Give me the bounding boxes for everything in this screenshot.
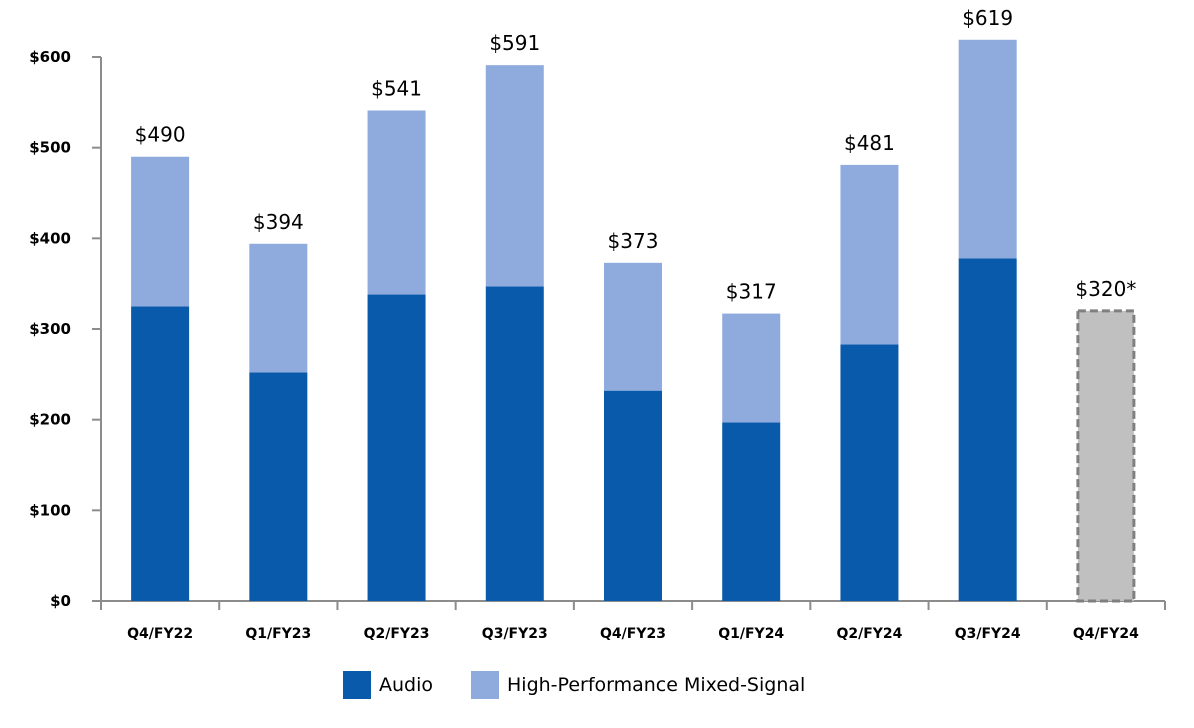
- bar-segment-hpms: [958, 39, 1017, 259]
- data-label: $541: [371, 76, 422, 100]
- x-tick-label: Q3/FY24: [955, 626, 1021, 642]
- bar-segment-hpms: [249, 243, 308, 373]
- data-label: $490: [135, 123, 186, 147]
- x-tick-label: Q2/FY24: [836, 626, 902, 642]
- legend: Audio High-Performance Mixed-Signal: [343, 671, 843, 699]
- data-label: $394: [253, 210, 304, 234]
- x-tick-label: Q4/FY23: [600, 626, 666, 642]
- bar-segment-hpms: [131, 156, 190, 307]
- legend-swatch-audio: [343, 671, 371, 699]
- y-tick-label: $400: [29, 229, 71, 247]
- x-tick-label: Q4/FY24: [1073, 626, 1139, 642]
- bar-segment-audio: [249, 372, 308, 601]
- legend-label-hpms: High-Performance Mixed-Signal: [507, 674, 806, 696]
- data-label: $317: [726, 280, 777, 304]
- x-tick-label: Q1/FY23: [245, 626, 311, 642]
- bar-segment-audio: [604, 390, 662, 601]
- data-label: $481: [844, 131, 895, 155]
- data-label: $373: [608, 229, 659, 253]
- legend-item-audio: Audio: [343, 671, 433, 699]
- bar-segment-hpms: [604, 262, 662, 391]
- bar-segment-hpms: [367, 110, 426, 295]
- y-tick-label: $600: [29, 48, 71, 66]
- bar-segment-audio: [840, 344, 899, 601]
- data-label: $320*: [1075, 277, 1136, 301]
- y-tick-label: $200: [29, 411, 71, 429]
- x-tick-label: Q4/FY22: [127, 626, 193, 642]
- x-tick-label: Q2/FY23: [364, 626, 430, 642]
- bar-segment-hpms: [722, 313, 781, 423]
- bar-segment-hpms: [485, 65, 544, 287]
- bar-segment-audio: [722, 422, 781, 601]
- bar-guidance: [1076, 309, 1136, 603]
- bar-segment-audio: [485, 286, 544, 601]
- y-tick-label: $500: [29, 139, 71, 157]
- bar-segment-audio: [131, 306, 190, 601]
- y-tick-label: $300: [29, 320, 71, 338]
- y-tick-label: $0: [50, 592, 71, 610]
- legend-swatch-hpms: [471, 671, 500, 699]
- x-tick-label: Q3/FY23: [482, 626, 548, 642]
- legend-label-audio: Audio: [379, 674, 434, 696]
- data-label: $591: [489, 31, 540, 55]
- bar-segment-hpms: [840, 164, 899, 345]
- bar-segment-audio: [958, 258, 1017, 601]
- bar-segment-audio: [367, 294, 426, 601]
- x-tick-label: Q1/FY24: [718, 626, 784, 642]
- y-tick-label: $100: [29, 501, 71, 519]
- legend-item-hpms: High-Performance Mixed-Signal: [471, 671, 805, 699]
- data-label: $619: [962, 6, 1013, 30]
